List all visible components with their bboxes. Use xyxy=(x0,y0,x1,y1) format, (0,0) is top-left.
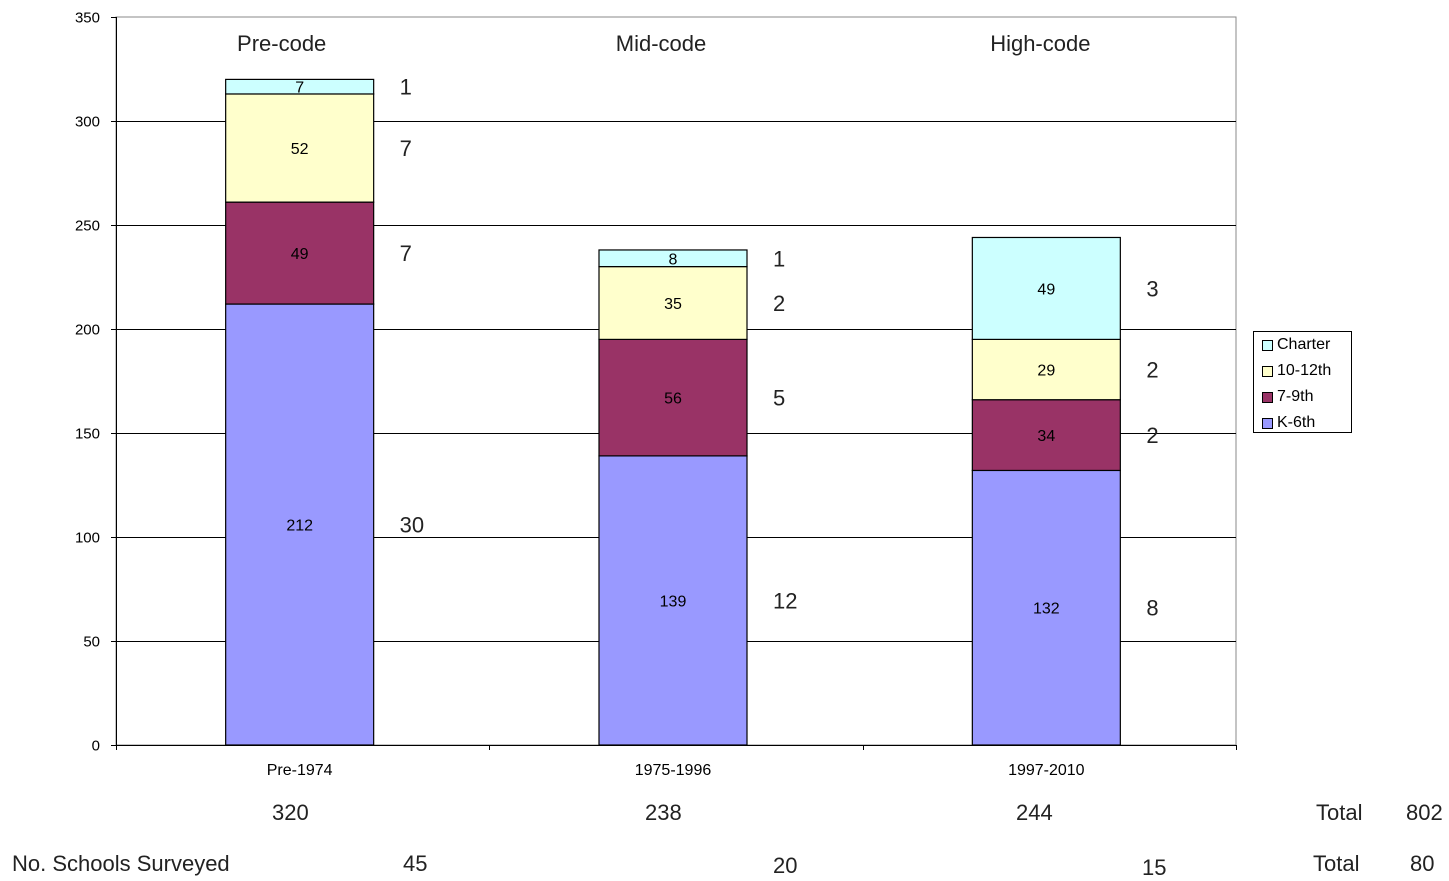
schools-count-label: 12 xyxy=(773,588,797,613)
bar-segment-k-6th xyxy=(598,455,748,746)
y-tick-label: 0 xyxy=(92,738,100,755)
schools-count-label: 1 xyxy=(400,75,412,100)
data-label: 139 xyxy=(660,593,687,610)
schools-total-value: 80 xyxy=(1410,851,1435,876)
bar-segment-charter xyxy=(598,249,748,268)
data-label: 29 xyxy=(1037,363,1055,380)
legend-swatch-charter xyxy=(1262,339,1273,351)
schools-surveyed-pre-1974: 45 xyxy=(403,851,428,876)
bar-segment-7-9th xyxy=(971,399,1121,472)
y-tick-label: 150 xyxy=(75,426,100,443)
legend-label-charter: Charter xyxy=(1277,336,1331,353)
bar-segment-10-12th xyxy=(598,266,748,341)
schools-surveyed-1975-1996: 20 xyxy=(773,853,798,878)
grand-total-label: Total xyxy=(1316,800,1363,825)
bar-segment-charter xyxy=(971,236,1121,340)
data-label: 56 xyxy=(664,391,682,408)
data-label: 49 xyxy=(1037,281,1055,298)
schools-count-label: 2 xyxy=(773,291,785,316)
data-label: 8 xyxy=(669,251,678,268)
schools-total-label: Total xyxy=(1313,851,1360,876)
schools-count-label: 7 xyxy=(400,241,412,266)
data-label: 212 xyxy=(286,518,313,535)
y-tick-label: 250 xyxy=(75,218,100,235)
bar-segment-10-12th xyxy=(225,93,375,203)
bar-segment-7-9th xyxy=(225,201,375,305)
y-tick-label: 100 xyxy=(75,530,100,547)
x-tick-label: Pre-1974 xyxy=(267,762,333,779)
schools-count-label: 30 xyxy=(400,513,424,538)
x-tick-label: 1975-1996 xyxy=(635,762,712,779)
legend-item-10-12th: 10-12th xyxy=(1262,361,1331,381)
total-1975-1996: 238 xyxy=(645,800,682,825)
y-tick-label: 350 xyxy=(75,10,100,27)
schools-count-label: 1 xyxy=(773,246,785,271)
bar-segment-7-9th xyxy=(598,338,748,457)
schools-surveyed-label: No. Schools Surveyed xyxy=(12,851,230,876)
schools-count-label: 8 xyxy=(1146,596,1158,621)
bars xyxy=(225,78,1121,746)
legend-item-charter: Charter xyxy=(1262,335,1330,355)
schools-count-label: 2 xyxy=(1146,358,1158,383)
legend-item-7-9th: 7-9th xyxy=(1262,387,1313,407)
legend-item-k-6th: K-6th xyxy=(1262,413,1315,433)
data-label: 7 xyxy=(295,80,304,97)
x-tick-label: 1997-2010 xyxy=(1008,762,1085,779)
group-label: Mid-code xyxy=(616,31,706,56)
total-pre-1974: 320 xyxy=(272,800,309,825)
schools-count-label: 3 xyxy=(1146,276,1158,301)
bar-segment-10-12th xyxy=(971,338,1121,401)
data-label: 49 xyxy=(291,246,309,263)
bar-segment-charter xyxy=(225,78,375,95)
legend-label-10-12th: 10-12th xyxy=(1277,362,1332,379)
bar-segment-k-6th xyxy=(971,469,1121,746)
y-tick-label: 200 xyxy=(75,322,100,339)
data-label: 35 xyxy=(664,296,682,313)
y-tick-label: 300 xyxy=(75,114,100,131)
data-label: 132 xyxy=(1033,601,1060,618)
y-tick-label: 50 xyxy=(83,634,100,651)
group-label: Pre-code xyxy=(237,31,326,56)
legend-swatch-10-12th xyxy=(1262,365,1273,377)
legend-swatch-k-6th xyxy=(1262,417,1273,429)
schools-count-label: 5 xyxy=(773,386,785,411)
data-label: 34 xyxy=(1037,428,1055,445)
grand-total-value: 802 xyxy=(1406,800,1443,825)
legend-label-k-6th: K-6th xyxy=(1277,414,1316,431)
legend-label-7-9th: 7-9th xyxy=(1277,388,1314,405)
group-label: High-code xyxy=(990,31,1090,56)
axes xyxy=(111,17,1237,750)
schools-surveyed-1997-2010: 15 xyxy=(1142,855,1167,880)
legend-swatch-7-9th xyxy=(1262,391,1273,403)
schools-count-label: 7 xyxy=(400,136,412,161)
schools-count-label: 2 xyxy=(1146,423,1158,448)
data-label: 52 xyxy=(291,141,309,158)
legend: Charter 10-12th 7-9th K-6th xyxy=(1253,331,1352,433)
total-1997-2010: 244 xyxy=(1016,800,1053,825)
